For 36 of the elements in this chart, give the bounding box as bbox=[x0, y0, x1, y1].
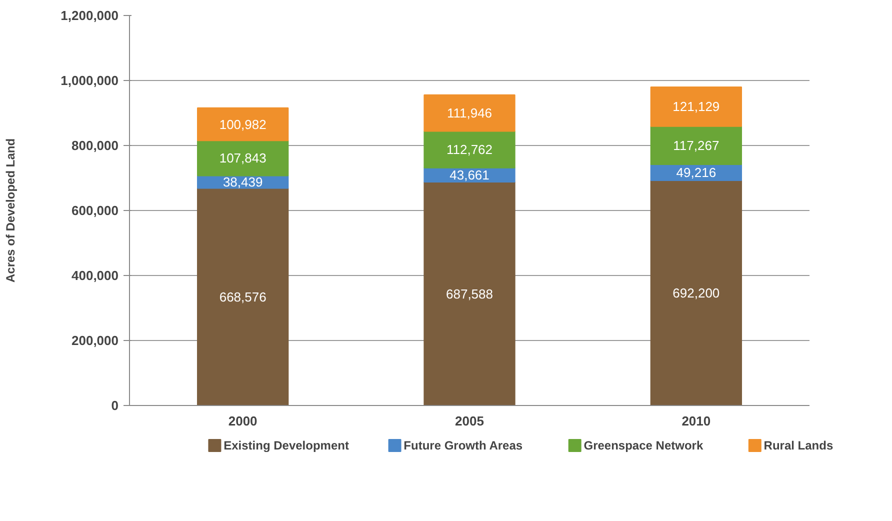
y-tick-label: 400,000 bbox=[72, 268, 119, 283]
bar bbox=[424, 94, 516, 132]
bar bbox=[197, 188, 289, 406]
bar bbox=[197, 140, 289, 176]
bar bbox=[650, 180, 742, 406]
data-label: 43,661 bbox=[450, 167, 490, 182]
x-tick-label: 2010 bbox=[682, 414, 711, 428]
data-label: 687,588 bbox=[446, 286, 494, 302]
data-label: 107,843 bbox=[219, 150, 266, 166]
y-axis-title: Acres of Developed Land bbox=[4, 138, 18, 283]
data-label: 117,267 bbox=[673, 138, 720, 153]
bar bbox=[197, 107, 289, 142]
x-tick-label: 2000 bbox=[228, 414, 258, 428]
legend-label: Future Growth Areas bbox=[404, 438, 523, 452]
data-label: 111,946 bbox=[446, 106, 492, 121]
y-tick-label: 600,000 bbox=[72, 203, 119, 218]
data-label: 100,982 bbox=[219, 116, 266, 132]
bar bbox=[424, 182, 516, 406]
data-label: 121,129 bbox=[672, 99, 720, 114]
bar bbox=[424, 130, 516, 168]
y-tick-label: 0 bbox=[111, 398, 119, 413]
data-label: 38,439 bbox=[222, 174, 263, 190]
data-label: 49,216 bbox=[676, 165, 716, 180]
bar bbox=[650, 126, 742, 166]
legend-label: Rural Lands bbox=[764, 438, 834, 452]
bar bbox=[650, 86, 742, 127]
y-tick-label: 1,200,000 bbox=[60, 8, 119, 23]
data-label: 668,576 bbox=[219, 289, 266, 304]
legend-label: Greenspace Network bbox=[584, 438, 704, 452]
y-tick-label: 1,000,000 bbox=[60, 73, 119, 88]
data-label: 112,762 bbox=[446, 142, 493, 158]
y-tick-label: 200,000 bbox=[72, 333, 119, 348]
y-tick-label: 800,000 bbox=[72, 138, 119, 153]
x-tick-label: 2005 bbox=[455, 414, 484, 428]
legend-label: Existing Development bbox=[224, 438, 349, 452]
data-label: 692,200 bbox=[672, 286, 720, 301]
